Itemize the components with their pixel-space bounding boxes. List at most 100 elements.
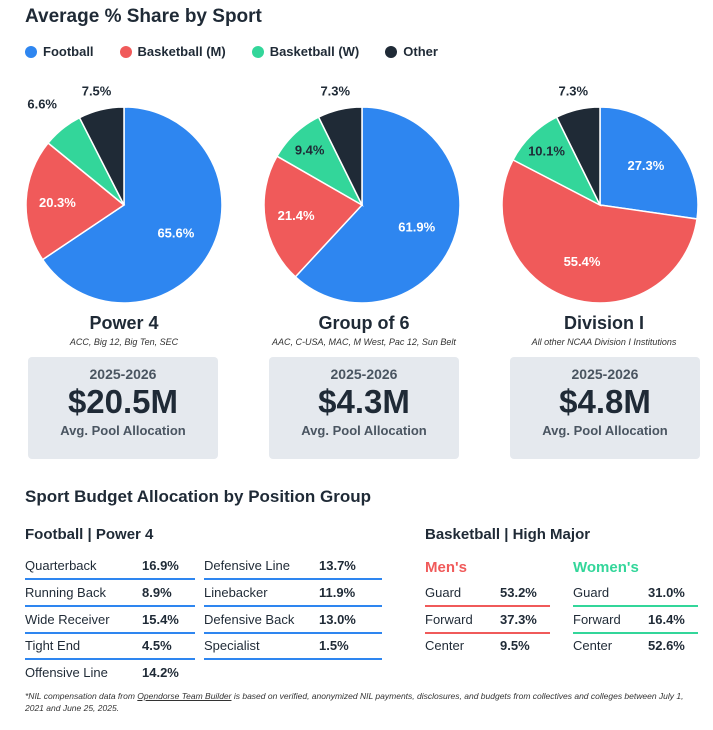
legend-swatch — [25, 45, 37, 58]
row-divider — [204, 632, 382, 634]
position-row: Linebacker 11.9% — [204, 581, 382, 604]
card-value: $20.5M — [67, 383, 179, 420]
group-name: Power 4 — [89, 313, 159, 333]
position-name: Center — [573, 638, 613, 653]
position-name: Guard — [573, 585, 610, 600]
row-divider — [25, 632, 195, 634]
row-divider — [573, 632, 698, 634]
position-value: 16.9% — [142, 558, 179, 573]
group-group-of-6: Group of 6 AAC, C-USA, MAC, M West, Pac … — [254, 313, 474, 347]
page-title: Average % Share by Sport — [25, 6, 262, 27]
card-value: $4.3M — [318, 383, 410, 420]
position-name: Wide Receiver — [25, 612, 110, 627]
position-name: Center — [425, 638, 465, 653]
row-divider — [573, 605, 698, 607]
pie-slice-basketball-m — [263, 155, 364, 278]
position-row: Guard 53.2% — [425, 581, 550, 604]
group-name: Division I — [563, 313, 644, 333]
pie-slice-football — [599, 106, 699, 220]
footnote-prefix: *NIL compensation data from — [25, 691, 138, 701]
position-row: Forward 37.3% — [425, 608, 550, 631]
card-caption: Avg. Pool Allocation — [301, 423, 427, 438]
basketball-subtitle: Basketball | High Major — [425, 526, 591, 543]
card-year: 2025-2026 — [330, 366, 398, 382]
pie-data-label: 7.3% — [320, 83, 350, 98]
position-value: 16.4% — [648, 612, 685, 627]
position-value: 53.2% — [500, 585, 537, 600]
position-name: Defensive Back — [204, 612, 295, 627]
pie-slice-football — [294, 106, 461, 304]
allocation-card-power-4: 2025-2026 $20.5M Avg. Pool Allocation — [28, 357, 218, 459]
legend-label: Other — [403, 44, 438, 59]
position-row: Forward 16.4% — [573, 608, 698, 631]
pie-data-label: 20.3% — [39, 195, 76, 210]
position-value: 11.9% — [319, 585, 356, 600]
pie-slice-football — [41, 106, 223, 304]
card-value: $4.8M — [559, 383, 651, 420]
allocation-card-division-i: 2025-2026 $4.8M Avg. Pool Allocation — [510, 357, 700, 459]
pie-charts: 65.6% 20.3% 6.6% 7.5% 61.9% 21.4% 9.4% 7.3% 27.3… — [25, 83, 699, 304]
position-name: Offensive Line — [25, 665, 108, 680]
position-name: Tight End — [25, 638, 81, 653]
pie-data-label: 61.9% — [398, 219, 435, 234]
legend-item-football: Football — [25, 44, 94, 59]
position-row: Defensive Line 13.7% — [204, 554, 382, 577]
position-value: 4.5% — [142, 638, 172, 653]
position-value: 13.7% — [319, 558, 356, 573]
group-description: All other NCAA Division I Institutions — [531, 337, 677, 347]
pie-slice-other — [555, 106, 601, 206]
footnote-suffix: is based on verified, anonymized NIL pay… — [25, 691, 684, 713]
row-divider — [204, 658, 382, 660]
pie-data-label: 27.3% — [627, 158, 664, 173]
position-value: 14.2% — [142, 665, 179, 680]
position-name: Running Back — [25, 585, 106, 600]
row-divider — [25, 578, 195, 580]
pie-slice-basketball-m — [501, 158, 698, 304]
mens-heading: Men's — [425, 559, 467, 576]
position-name: Forward — [573, 612, 621, 627]
pie-data-label: 9.4% — [295, 142, 325, 157]
legend-swatch — [385, 45, 398, 58]
card-year: 2025-2026 — [571, 366, 639, 382]
pie-data-label: 7.3% — [558, 83, 588, 98]
pie-data-label: 6.6% — [27, 97, 57, 112]
row-divider — [204, 578, 382, 580]
position-row: Running Back 8.9% — [25, 581, 195, 604]
group-division-i: Division I All other NCAA Division I Ins… — [504, 313, 704, 347]
legend-swatch — [119, 45, 132, 58]
pie-data-label: 21.4% — [278, 208, 315, 223]
legend: Football Basketball (M) Basketball (W) O… — [25, 44, 438, 59]
legend-label: Basketball (M) — [137, 44, 226, 59]
position-row: Guard 31.0% — [573, 581, 698, 604]
section-title: Sport Budget Allocation by Position Grou… — [25, 487, 371, 506]
group-power-4: Power 4 ACC, Big 12, Big Ten, SEC — [24, 313, 224, 347]
position-name: Quarterback — [25, 558, 97, 573]
position-value: 52.6% — [648, 638, 685, 653]
pie-data-label: 10.1% — [528, 143, 565, 158]
position-value: 8.9% — [142, 585, 172, 600]
position-row: Center 9.5% — [425, 634, 550, 657]
row-divider — [204, 605, 382, 607]
legend-item-basketball-women: Basketball (W) — [251, 44, 359, 59]
legend-item-other: Other — [385, 44, 438, 59]
pie-slice-other — [317, 106, 363, 206]
row-divider — [425, 632, 550, 634]
position-row: Center 52.6% — [573, 634, 698, 657]
legend-swatch — [251, 45, 264, 58]
position-value: 13.0% — [319, 612, 356, 627]
position-row: Offensive Line 14.2% — [25, 661, 195, 684]
womens-heading: Women's — [573, 559, 639, 576]
card-caption: Avg. Pool Allocation — [60, 423, 186, 438]
position-name: Specialist — [204, 638, 260, 653]
position-row: Defensive Back 13.0% — [204, 608, 382, 631]
position-value: 15.4% — [142, 612, 179, 627]
footnote-link[interactable]: Opendorse Team Builder — [137, 691, 232, 701]
position-value: 9.5% — [500, 638, 530, 653]
position-name: Linebacker — [204, 585, 268, 600]
position-name: Forward — [425, 612, 473, 627]
position-row: Tight End 4.5% — [25, 634, 195, 657]
position-row: Quarterback 16.9% — [25, 554, 195, 577]
row-divider — [25, 605, 195, 607]
group-name: Group of 6 — [318, 313, 410, 333]
card-caption: Avg. Pool Allocation — [542, 423, 668, 438]
